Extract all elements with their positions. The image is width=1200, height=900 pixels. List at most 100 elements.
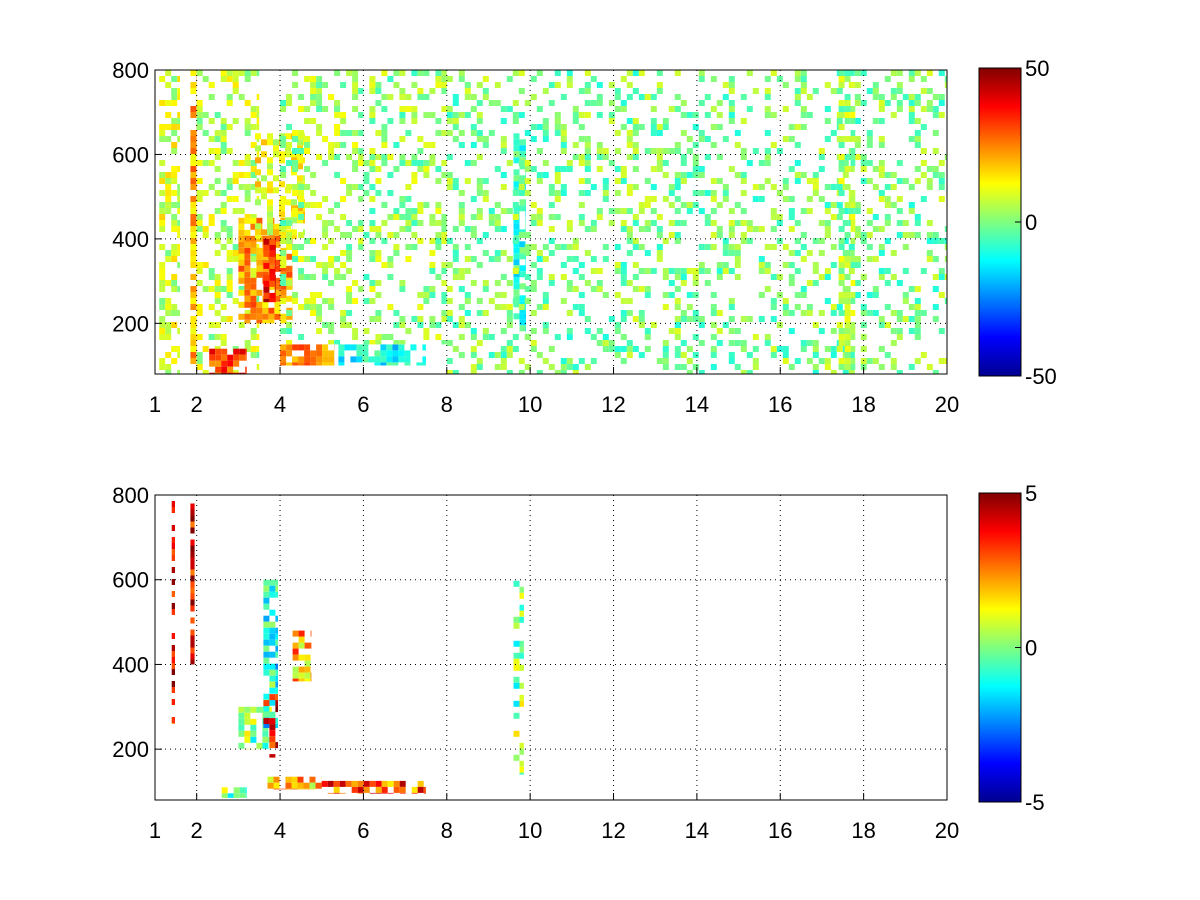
top-heatmap-cell bbox=[446, 154, 453, 160]
top-heatmap-cell bbox=[262, 301, 269, 308]
top-heatmap-cell bbox=[656, 166, 663, 172]
top-heatmap-cell bbox=[513, 241, 520, 248]
top-heatmap-cell bbox=[812, 184, 819, 190]
bottom-heatmap-cell bbox=[285, 788, 292, 790]
bottom-heatmap-cell bbox=[375, 786, 382, 793]
top-heatmap-cell bbox=[944, 226, 947, 232]
top-heatmap-cell bbox=[614, 148, 621, 154]
top-heatmap-cell bbox=[800, 106, 807, 112]
top-heatmap-cell bbox=[476, 184, 483, 190]
top-heatmap-cell bbox=[680, 172, 687, 178]
top-heatmap-cell bbox=[896, 232, 903, 238]
top-heatmap-cell bbox=[429, 238, 436, 244]
top-heatmap-cell bbox=[286, 124, 293, 130]
top-heatmap-cell bbox=[560, 136, 567, 142]
top-heatmap-cell bbox=[566, 160, 573, 166]
top-heatmap-cell bbox=[890, 202, 897, 208]
top-heatmap-cell bbox=[838, 280, 845, 286]
top-heatmap-cell bbox=[411, 232, 418, 238]
bottom-heatmap-cell bbox=[275, 742, 278, 749]
top-heatmap-cell bbox=[358, 220, 364, 226]
top-heatmap-cell bbox=[392, 356, 399, 363]
top-heatmap-cell bbox=[794, 250, 801, 256]
top-heatmap-cell bbox=[238, 184, 245, 190]
top-axes-frame bbox=[154, 69, 948, 375]
top-heatmap-cell bbox=[850, 136, 856, 142]
top-heatmap-cell bbox=[513, 283, 520, 290]
top-heatmap-cell bbox=[500, 346, 507, 352]
top-heatmap-cell bbox=[159, 274, 166, 280]
top-heatmap-cell bbox=[190, 346, 197, 352]
top-heatmap-cell bbox=[375, 280, 382, 286]
top-heatmap-cell bbox=[285, 199, 291, 206]
bottom-x-tick-label: 12 bbox=[601, 818, 625, 843]
top-heatmap-cell bbox=[620, 106, 627, 112]
top-heatmap-cell bbox=[844, 262, 851, 268]
top-heatmap-cell bbox=[734, 340, 741, 346]
bottom-heatmap-cell bbox=[250, 706, 257, 713]
top-heatmap-cell bbox=[500, 304, 507, 310]
top-heatmap-cell bbox=[844, 256, 851, 262]
bottom-heatmap-cell bbox=[269, 675, 276, 682]
top-heatmap-cell bbox=[238, 94, 245, 100]
top-heatmap-cell bbox=[704, 280, 711, 286]
top-heatmap-cell bbox=[190, 328, 197, 334]
bottom-heatmap-cell bbox=[513, 658, 520, 665]
top-heatmap-cell bbox=[926, 70, 933, 76]
top-heatmap-cell bbox=[244, 241, 251, 248]
top-heatmap-cell bbox=[908, 316, 915, 322]
top-heatmap-cell bbox=[358, 88, 364, 94]
top-heatmap-cell bbox=[280, 100, 287, 106]
top-heatmap-cell bbox=[776, 220, 783, 226]
top-heatmap-cell bbox=[464, 226, 471, 232]
top-heatmap-cell bbox=[165, 334, 172, 340]
top-heatmap-cell bbox=[866, 220, 873, 226]
top-heatmap-cell bbox=[304, 256, 311, 262]
top-heatmap-cell bbox=[710, 304, 717, 310]
top-heatmap-cell bbox=[435, 334, 442, 340]
top-heatmap-cell bbox=[238, 259, 245, 266]
top-heatmap-cell bbox=[818, 154, 825, 160]
top-heatmap-cell bbox=[848, 82, 855, 88]
top-heatmap-cell bbox=[352, 130, 359, 136]
top-heatmap-cell bbox=[322, 362, 329, 366]
top-heatmap-cell bbox=[404, 362, 411, 366]
top-heatmap-cell bbox=[578, 274, 585, 280]
top-heatmap-cell bbox=[650, 196, 657, 202]
top-heatmap-cell bbox=[292, 344, 299, 351]
top-heatmap-cell bbox=[722, 250, 729, 256]
top-heatmap-cell bbox=[239, 372, 246, 374]
top-heatmap-cell bbox=[932, 166, 939, 172]
top-heatmap-cell bbox=[854, 70, 861, 76]
top-heatmap-cell bbox=[506, 208, 513, 214]
top-heatmap-cell bbox=[399, 214, 406, 220]
top-heatmap-cell bbox=[244, 295, 251, 302]
top-heatmap-cell bbox=[614, 328, 621, 334]
top-heatmap-cell bbox=[686, 304, 693, 310]
top-heatmap-cell bbox=[926, 100, 933, 106]
top-heatmap-cell bbox=[836, 214, 843, 220]
top-heatmap-cell bbox=[938, 100, 945, 106]
top-heatmap-cell bbox=[650, 220, 657, 226]
top-heatmap-cell bbox=[866, 160, 873, 166]
top-heatmap-cell bbox=[542, 358, 549, 364]
top-heatmap-cell bbox=[279, 181, 285, 188]
top-heatmap-cell bbox=[734, 220, 741, 226]
top-heatmap-cell bbox=[196, 70, 203, 76]
top-heatmap-cell bbox=[932, 286, 939, 292]
top-heatmap-cell bbox=[316, 154, 323, 160]
top-heatmap-cell bbox=[866, 232, 873, 238]
top-heatmap-cell bbox=[844, 250, 851, 256]
top-heatmap-cell bbox=[250, 241, 257, 248]
top-heatmap-cell bbox=[818, 148, 825, 154]
top-colorbar-tick-label: 50 bbox=[1025, 56, 1049, 81]
top-heatmap-cell bbox=[830, 370, 837, 374]
top-heatmap-cell bbox=[369, 154, 376, 160]
top-heatmap-cell bbox=[850, 280, 856, 286]
top-heatmap-cell bbox=[626, 250, 633, 256]
top-heatmap-cell bbox=[464, 160, 471, 166]
top-heatmap-cell bbox=[165, 304, 172, 310]
top-heatmap-cell bbox=[524, 364, 531, 370]
top-heatmap-cell bbox=[746, 226, 753, 232]
